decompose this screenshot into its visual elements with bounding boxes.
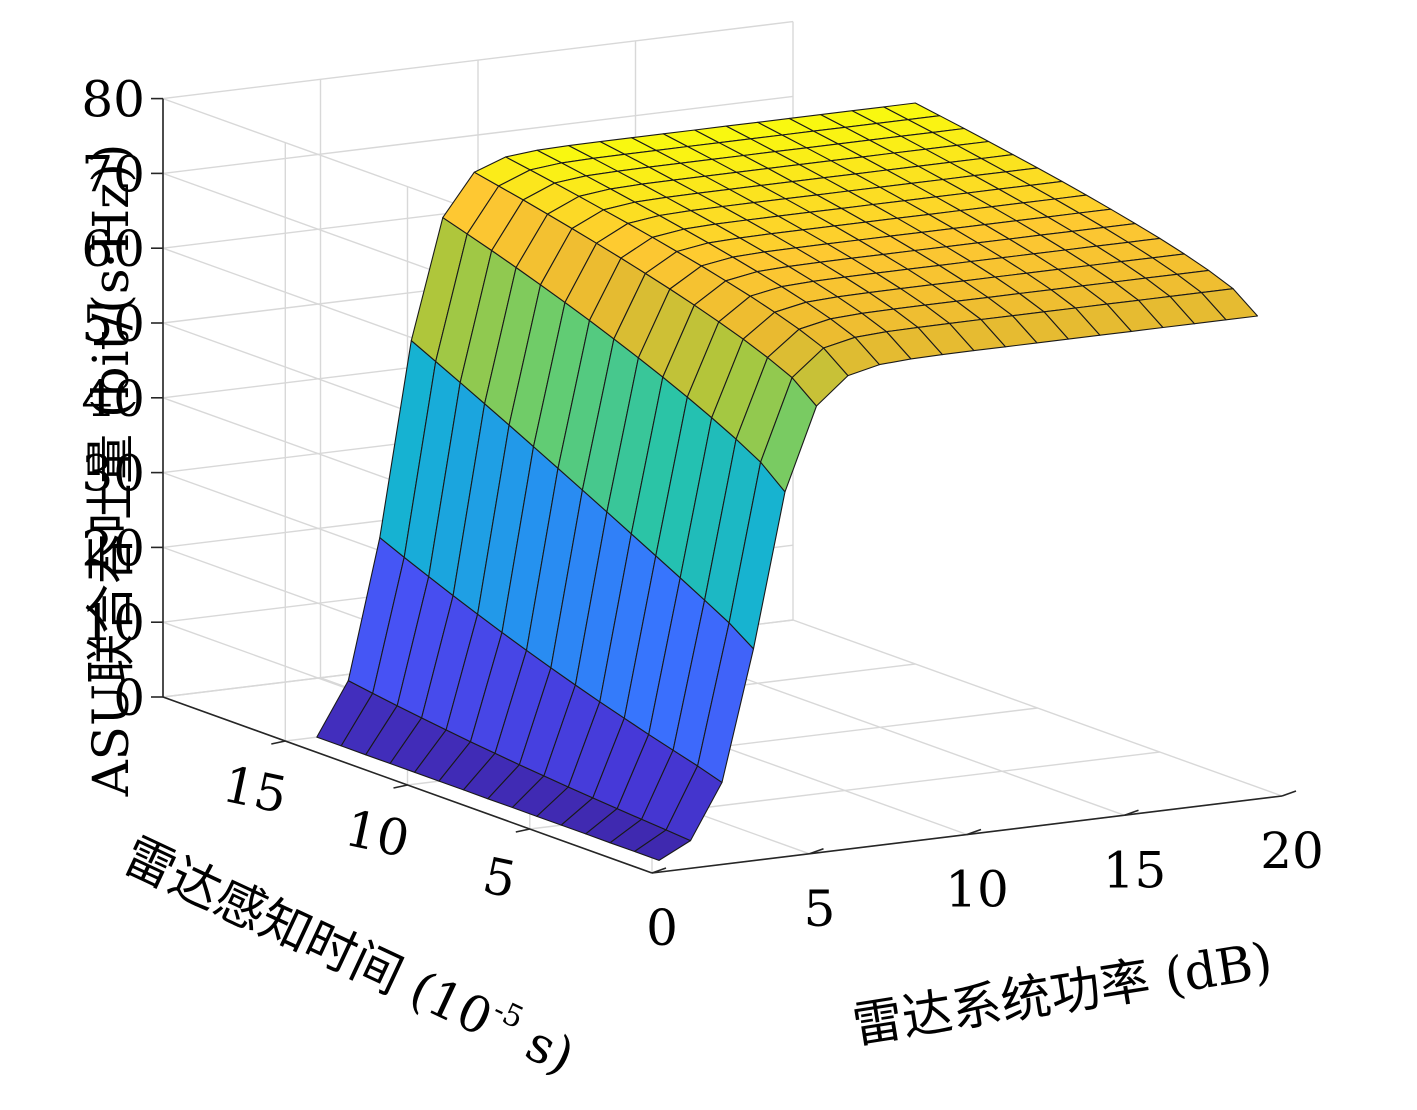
z-tick-label: 10 [81, 594, 145, 652]
y-tick-label: 5 [478, 846, 521, 909]
x-tick-label: 5 [804, 880, 836, 938]
x-tick-mark [966, 828, 982, 836]
x-tick-label: 15 [1103, 841, 1167, 899]
x-tick-label: 0 [646, 899, 678, 957]
z-axis-label: ASU联合吞吐量 (bit/(s·Hz)) [82, 144, 140, 798]
x-axis-label: 雷达系统功率 (dB) [849, 931, 1277, 1055]
y-tick-mark [393, 784, 408, 789]
y-axis-label-main: 雷达感知时间 (10 [115, 826, 501, 1047]
y-tick-label: 15 [218, 755, 292, 825]
y-tick-mark [515, 828, 530, 833]
z-tick-label: 20 [81, 519, 145, 577]
z-tick-label: 0 [113, 669, 145, 727]
z-tick-label: 80 [81, 71, 145, 129]
x-tick-mark [651, 867, 667, 874]
x-tick-mark [809, 848, 824, 855]
z-tick-label: 70 [81, 145, 145, 203]
x-tick-mark [1281, 790, 1297, 797]
x-tick-mark [1124, 809, 1139, 817]
x-tick-label: 10 [945, 861, 1009, 919]
y-tick-mark [271, 740, 286, 745]
surface-patch [1201, 288, 1259, 321]
z-tick-label: 50 [81, 295, 145, 353]
z-tick-label: 60 [81, 220, 145, 278]
z-tick-label: 40 [81, 370, 145, 428]
x-tick-label: 20 [1260, 822, 1324, 880]
axes: 0 5 10 15 20 5 10 15 0 10 20 30 40 50 60 70 80 [81, 71, 1323, 957]
z-tick-label: 30 [81, 445, 145, 503]
y-tick-label: 10 [340, 799, 414, 869]
surface-mesh [316, 102, 1259, 861]
